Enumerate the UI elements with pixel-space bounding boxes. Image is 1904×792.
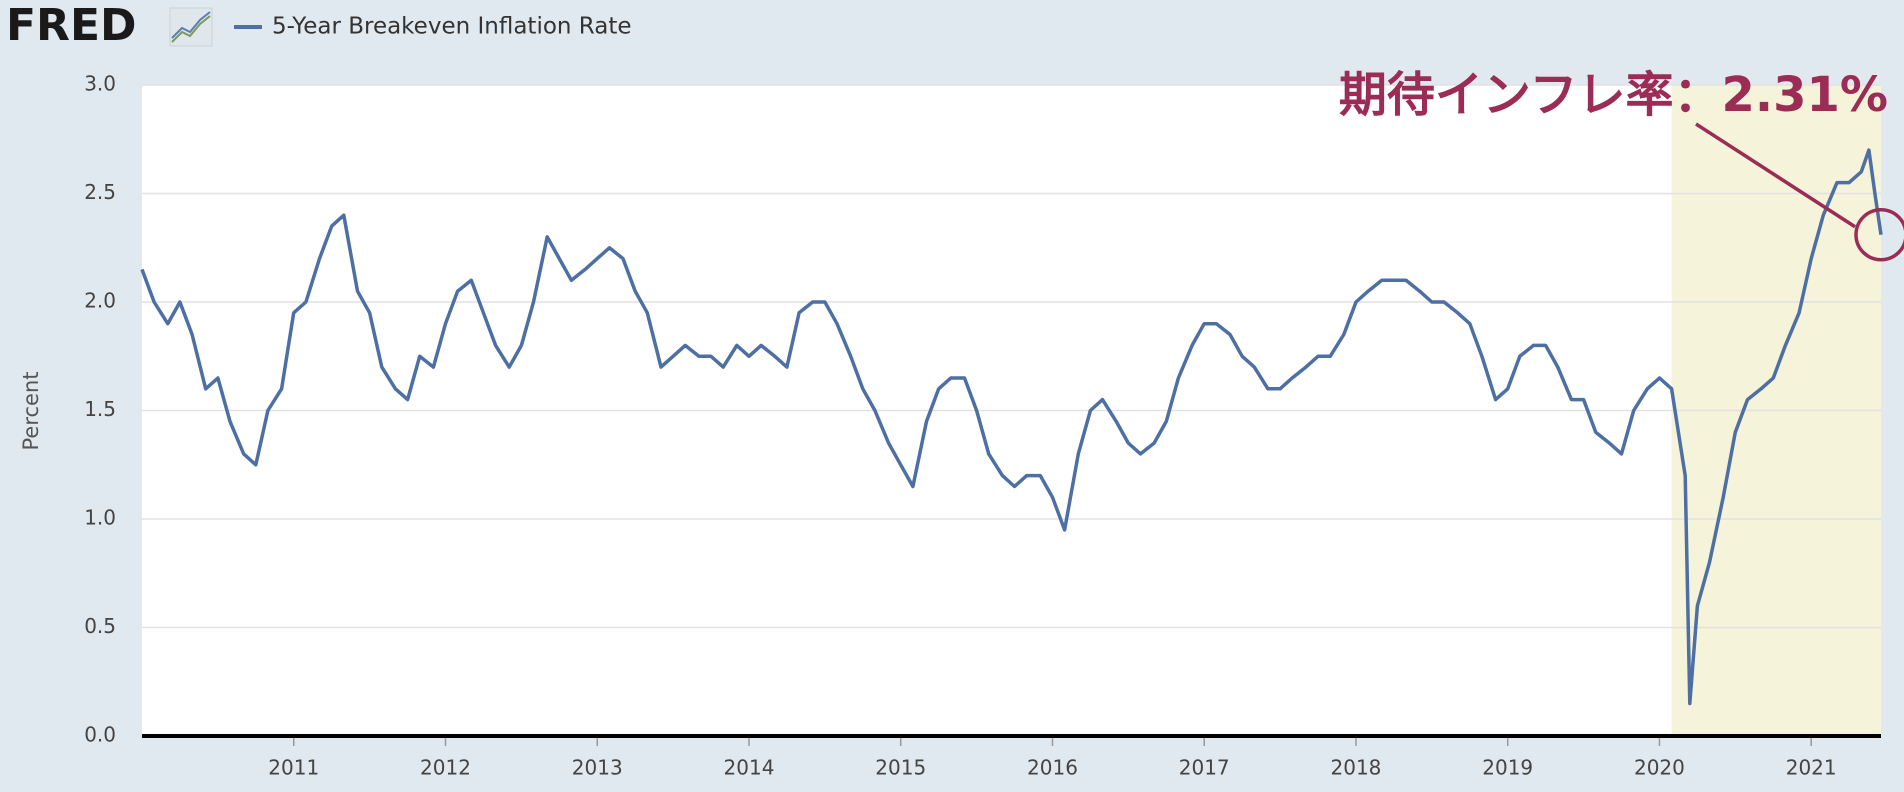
y-axis-label: Percent xyxy=(19,371,43,450)
y-tick-label: 2.5 xyxy=(84,180,116,204)
x-tick-label: 2020 xyxy=(1634,756,1685,780)
x-tick-label: 2018 xyxy=(1331,756,1382,780)
x-tick-label: 2011 xyxy=(268,756,319,780)
x-tick-label: 2012 xyxy=(420,756,471,780)
x-tick-label: 2014 xyxy=(724,756,775,780)
logo-icon xyxy=(169,7,213,47)
y-tick-label: 0.0 xyxy=(84,723,116,747)
y-tick-label: 0.5 xyxy=(84,614,116,638)
annotation-circle xyxy=(1854,207,1904,262)
legend-label: 5-Year Breakeven Inflation Rate xyxy=(272,14,632,40)
x-tick-label: 2016 xyxy=(1027,756,1078,780)
x-tick-label: 2015 xyxy=(875,756,926,780)
x-tick-label: 2019 xyxy=(1482,756,1533,780)
y-tick-label: 2.0 xyxy=(84,289,116,313)
y-tick-label: 1.5 xyxy=(84,397,116,421)
x-tick-label: 2013 xyxy=(572,756,623,780)
data-line xyxy=(140,148,1883,706)
y-tick-label: 3.0 xyxy=(84,72,116,96)
x-tick-label: 2017 xyxy=(1179,756,1230,780)
annotation: 期待インフレ率：2.31% xyxy=(1339,67,1888,123)
annotation-arrow xyxy=(1695,122,1856,229)
y-tick-label: 1.0 xyxy=(84,506,116,530)
fred-logo: FRED xyxy=(6,0,137,51)
x-tick-label: 2021 xyxy=(1786,756,1837,780)
